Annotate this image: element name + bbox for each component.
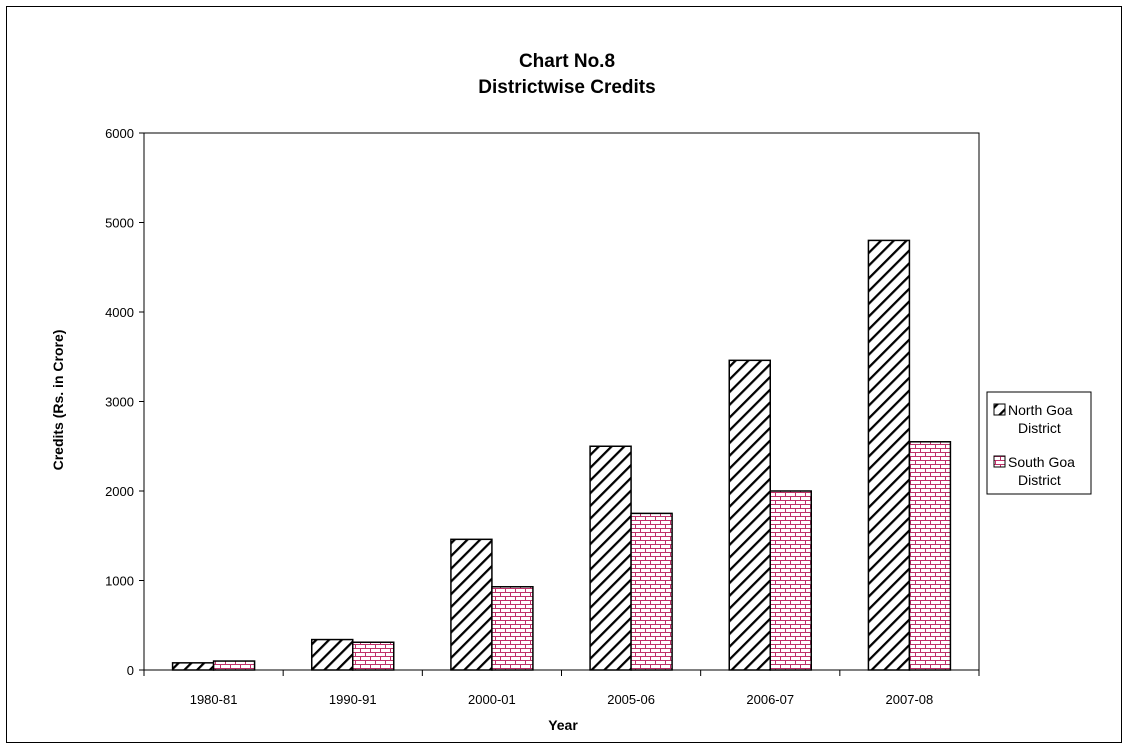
x-tick-label: 1980-81: [190, 692, 238, 707]
bar-south-goa-1980-81: [212, 660, 256, 671]
y-axis-label: Credits (Rs. in Crore): [50, 330, 66, 471]
legend: North Goa District South Goa District: [986, 391, 1092, 495]
y-tick-label: 1000: [105, 574, 134, 589]
legend-label-north-goa: North Goa District: [1008, 402, 1076, 436]
bar-north-goa-2005-06: [589, 445, 632, 671]
x-tick-label: 2005-06: [607, 692, 655, 707]
bar-south-goa-2000-01: [491, 586, 534, 671]
x-axis-ticks: 1980-81 1990-91 2000-01 2005-06 2006-07 2007-…: [143, 670, 980, 707]
y-tick-label: 4000: [105, 305, 134, 320]
x-tick-label: 1990-91: [329, 692, 377, 707]
plot-area: [143, 132, 980, 671]
bar-north-goa-2006-07: [728, 359, 771, 671]
y-tick-label: 5000: [105, 216, 134, 231]
y-axis-ticks: 0 1000 2000 3000 4000 5000 6000: [105, 126, 144, 678]
legend-label-south-goa: South Goa District: [1008, 454, 1079, 488]
bar-north-goa-2007-08: [867, 239, 911, 671]
legend-swatch-south-goa: [993, 455, 1006, 468]
x-tick-label: 2007-08: [886, 692, 934, 707]
bars: [171, 239, 952, 671]
bar-north-goa-1990-91: [311, 638, 354, 671]
legend-swatch-north-goa: [993, 403, 1006, 416]
bar-south-goa-2007-08: [908, 441, 952, 671]
x-tick-label: 2006-07: [746, 692, 794, 707]
bar-north-goa-2000-01: [450, 538, 493, 671]
x-tick-label: 2000-01: [468, 692, 516, 707]
y-tick-label: 2000: [105, 484, 134, 499]
bar-south-goa-2006-07: [769, 490, 812, 671]
y-tick-label: 6000: [105, 126, 134, 141]
y-tick-label: 3000: [105, 395, 134, 410]
bar-south-goa-2005-06: [630, 512, 673, 671]
bar-north-goa-1980-81: [171, 662, 215, 671]
chart-subtitle: Districtwise Credits: [478, 77, 655, 98]
y-tick-label: 0: [127, 663, 134, 678]
x-axis-label: Year: [548, 717, 578, 733]
bar-south-goa-1990-91: [352, 641, 395, 671]
chart-title: Chart No.8: [519, 51, 615, 72]
